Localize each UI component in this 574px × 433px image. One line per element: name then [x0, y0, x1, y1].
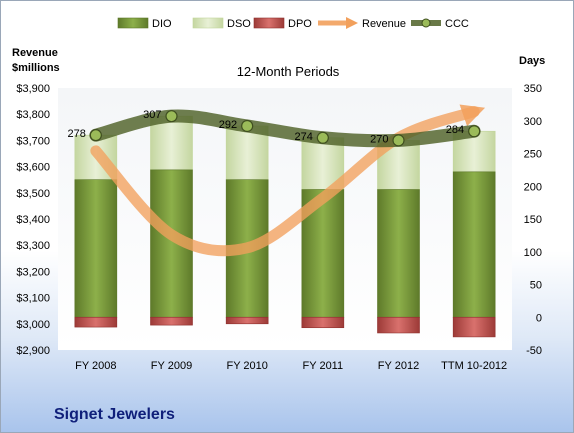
category-labels: FY 2008 FY 2009 FY 2010 FY 2011 FY 2012 TTM 1… [75, 360, 507, 372]
category-label: FY 2009 [151, 360, 192, 372]
chart-subtitle: 12-Month Periods [237, 64, 340, 79]
right-axis-tick-label: -50 [526, 345, 542, 357]
dpo-bar [301, 316, 345, 329]
left-axis-title-line1: Revenue [12, 47, 58, 59]
ccc-data-label: 307 [143, 109, 161, 121]
legend-arrowhead [346, 17, 358, 29]
category-label: FY 2010 [226, 360, 267, 372]
legend-swatch-dio [117, 17, 149, 29]
right-axis-tick-label: 300 [524, 116, 542, 128]
left-axis-tick-label: $3,100 [16, 293, 50, 305]
legend: DIO DSO DPO Revenue CCC [117, 17, 469, 30]
ccc-marker [165, 110, 178, 123]
right-axis-tick-label: 50 [530, 280, 542, 292]
right-axis-tick-label: 250 [524, 149, 542, 161]
ccc-data-label: 292 [219, 119, 237, 131]
legend-label-dio: DIO [152, 18, 172, 30]
left-axis-tick-label: $3,300 [16, 240, 50, 252]
right-axis-tick-label: 100 [524, 247, 542, 259]
left-axis-tick-label: $3,400 [16, 214, 50, 226]
ccc-data-label: 278 [67, 128, 85, 140]
category-label: FY 2012 [378, 360, 419, 372]
ccc-data-label: 274 [294, 131, 312, 143]
ccc-data-label: 270 [370, 133, 388, 145]
left-axis-tick-label: $3,700 [16, 135, 50, 147]
ccc-marker [468, 125, 481, 138]
left-axis-tick-label: $3,900 [16, 83, 50, 95]
right-axis-tick-label: 200 [524, 181, 542, 193]
ccc-marker [392, 134, 405, 147]
legend-swatch-dso [192, 17, 224, 29]
legend-label-ccc: CCC [445, 18, 469, 30]
ccc-marker [89, 129, 102, 142]
ccc-marker [316, 131, 329, 144]
right-axis-tick-label: 350 [524, 83, 542, 95]
dio-bar [74, 179, 118, 318]
dpo-bar [74, 316, 118, 328]
category-label: FY 2008 [75, 360, 116, 372]
left-axis-tick-label: $3,600 [16, 162, 50, 174]
dio-bar [452, 171, 496, 318]
ccc-series: 278 307 292 274 270 284 [67, 109, 481, 148]
legend-label-revenue: Revenue [362, 18, 406, 30]
dio-bar [377, 189, 420, 318]
left-axis-tick-label: $2,900 [16, 345, 50, 357]
right-axis-ticks: -50 0 50 100 150 200 250 300 350 [524, 83, 542, 357]
legend-swatch-dpo [253, 17, 285, 29]
category-label: FY 2011 [303, 360, 344, 372]
legend-ccc-marker [421, 18, 431, 28]
dso-bar [225, 125, 269, 180]
legend-label-dso: DSO [227, 18, 251, 30]
dso-bar [150, 115, 193, 171]
ccc-data-label: 284 [446, 124, 464, 136]
left-axis-ticks: $2,900 $3,000 $3,100 $3,200 $3,300 $3,400 $3,5… [16, 83, 50, 357]
left-axis-tick-label: $3,000 [16, 319, 50, 331]
right-axis-title: Days [519, 55, 545, 67]
ccc-marker [241, 119, 254, 133]
right-axis-tick-label: 0 [536, 312, 542, 324]
left-axis-title-line2: $millions [12, 62, 60, 74]
left-axis-tick-label: $3,800 [16, 109, 50, 121]
legend-label-dpo: DPO [288, 18, 312, 30]
right-axis-tick-label: 150 [524, 214, 542, 226]
company-name: Signet Jewelers [54, 406, 175, 423]
dpo-bar [452, 316, 496, 338]
dpo-bar [150, 316, 193, 326]
category-label: TTM 10-2012 [441, 360, 507, 372]
ccc-line [89, 109, 481, 148]
left-axis-tick-label: $3,200 [16, 266, 50, 278]
dpo-bar [225, 316, 269, 325]
left-axis-tick-label: $3,500 [16, 188, 50, 200]
dpo-bar [377, 316, 420, 334]
